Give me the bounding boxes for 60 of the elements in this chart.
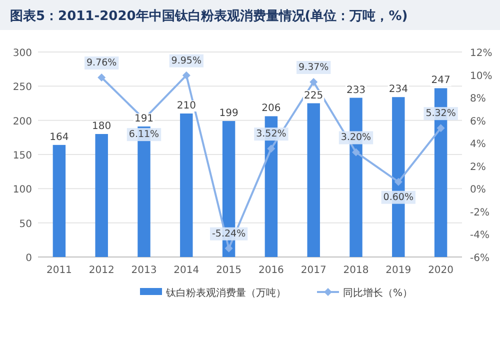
point (394, 178, 402, 186)
data-label: 6.11% (128, 129, 160, 140)
y2-tick-label: 6% (470, 116, 486, 128)
y-tick-label: 50 (19, 218, 32, 230)
data-label: 225 (304, 90, 324, 102)
data-label: 3.20% (340, 132, 372, 144)
y2-tick-label: -4% (470, 230, 490, 242)
data-label: 180 (92, 121, 112, 132)
y-tick-label: 150 (12, 150, 32, 162)
y2-tick-label: -6% (470, 253, 490, 264)
x-tick-label: 2018 (343, 265, 369, 276)
y-tick-label: 200 (12, 116, 32, 128)
y-tick-label: 0 (26, 253, 32, 264)
y-tick-label: 300 (12, 48, 32, 59)
y-tick-label: 250 (12, 82, 32, 94)
data-label: 199 (219, 108, 238, 120)
point (267, 144, 276, 153)
data-label: 9.37% (298, 62, 329, 73)
y2-tick-label: 4% (470, 139, 486, 150)
point (182, 71, 190, 80)
x-tick-label: 2013 (131, 265, 157, 276)
y-tick-label: 100 (12, 184, 32, 196)
x-tick-label: 2014 (174, 265, 200, 276)
legend-label: 钛白粉表观消费量（万吨） (165, 287, 286, 299)
x-tick-label: 2020 (428, 265, 454, 276)
y2-tick-label: 8% (470, 94, 486, 105)
point (98, 74, 106, 82)
data-label: 0.60% (383, 192, 414, 203)
x-tick-label: 2011 (46, 265, 72, 276)
y2-tick-label: 12% (470, 48, 492, 59)
x-tick-label: 2012 (88, 265, 114, 276)
legend-label: 同比增长（%） (343, 287, 413, 299)
y2-tick-label: -2% (470, 207, 490, 218)
point (436, 124, 445, 132)
point (352, 148, 360, 156)
data-label: 234 (388, 84, 408, 96)
x-tick-label: 2015 (216, 265, 242, 276)
data-label: 164 (50, 132, 69, 143)
bar (52, 144, 66, 257)
chart-title: 图表5：2011-2020年中国钛白粉表观消费量情况(单位：万吨，%) (10, 8, 408, 24)
bar (307, 103, 320, 257)
data-label: 233 (346, 84, 366, 96)
data-label: 9.76% (86, 58, 117, 69)
y2-tick-label: 10% (470, 70, 492, 82)
data-label: 3.52% (256, 128, 286, 140)
x-tick-label: 2017 (300, 265, 326, 276)
data-label: -5.24% (212, 228, 246, 240)
bar (95, 134, 108, 257)
data-label: 210 (176, 100, 196, 112)
data-label: 9.95% (171, 55, 202, 66)
bar (180, 114, 193, 257)
data-label: 5.32% (426, 108, 456, 120)
point (310, 78, 318, 86)
x-tick-label: 2019 (386, 265, 412, 276)
point (224, 244, 233, 252)
data-label: 247 (431, 75, 450, 86)
data-label: 206 (262, 103, 281, 114)
x-tick-label: 2016 (258, 265, 284, 276)
y2-tick-label: 0% (470, 184, 486, 196)
y2-tick-label: 2% (470, 162, 486, 173)
